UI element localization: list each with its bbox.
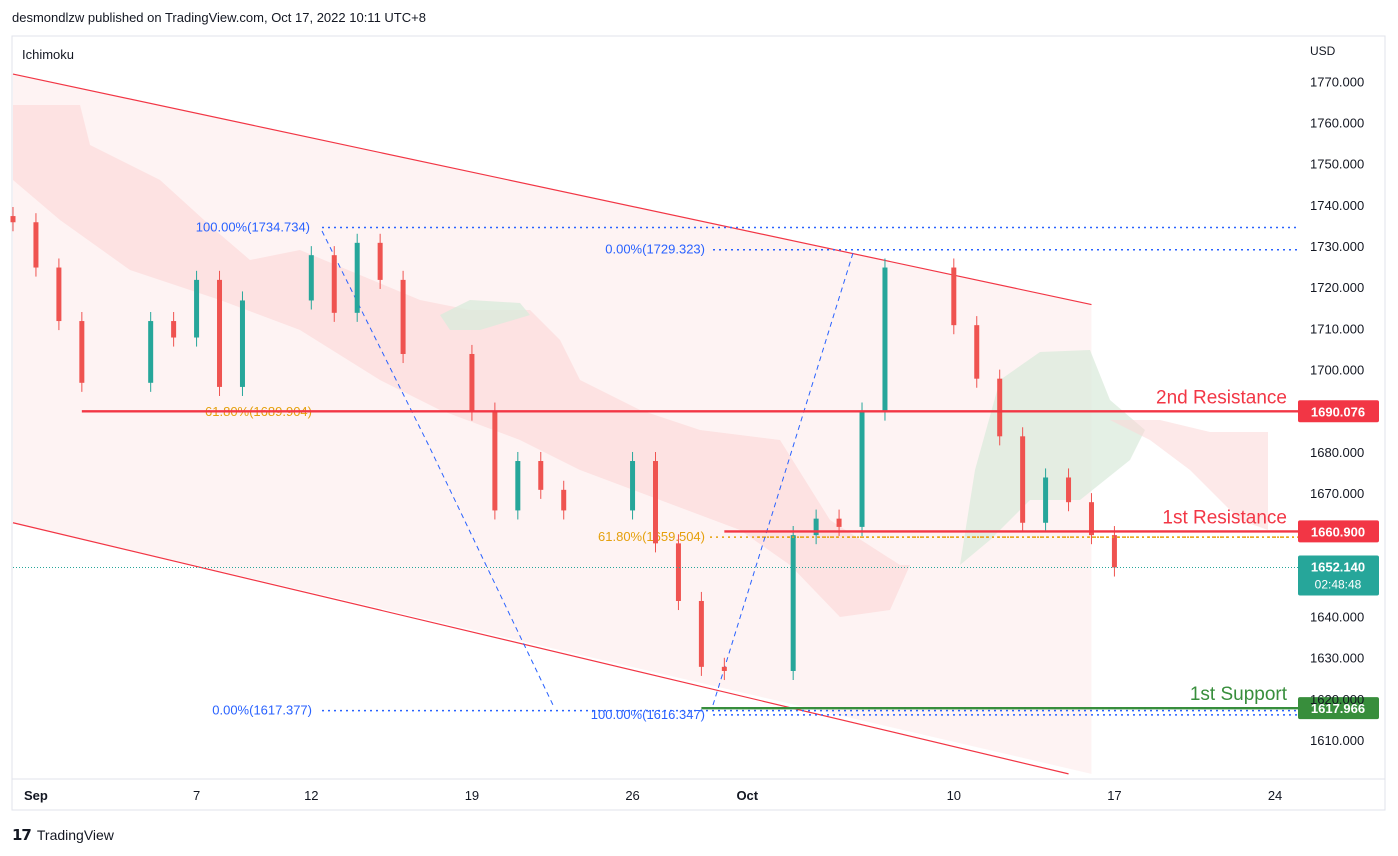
candle-body [538,461,544,490]
x-tick-label: 7 [193,788,200,803]
x-tick-label: 19 [465,788,479,803]
candle-body [217,279,223,387]
y-tick-label: 1710.000 [1310,321,1364,336]
candle-body [721,666,727,671]
price-tag-text: 1617.966 [1311,701,1365,716]
publisher-line: desmondlzw published on TradingView.com,… [12,10,426,25]
candle-body [813,518,819,536]
footer: 𝟭𝟳 TradingView [12,826,114,844]
chart-frame [11,35,1386,811]
ichimoku-cloud-bullish-oct [960,350,1145,565]
candle-body [859,411,865,527]
candle-body [836,518,842,527]
price-tag-text: 1690.076 [1311,404,1365,419]
fib-label: 61.80%(1659.504) [598,529,705,544]
candle-body [56,267,62,322]
candle-body [33,222,39,268]
x-tick-label: 17 [1107,788,1121,803]
footer-brand: TradingView [36,827,114,843]
price-tag [1298,697,1379,720]
candle-body [561,489,567,511]
x-tick-label: 12 [304,788,318,803]
fib-label: 100.00%(1616.347) [591,707,705,722]
ichimoku-cloud-bearish [13,105,910,617]
candle-body [194,279,200,338]
candle-body [1066,477,1072,503]
y-tick-label: 1610.000 [1310,733,1364,748]
candle-body [882,267,888,412]
candle-body [630,461,636,511]
candle-body [951,267,957,326]
candle-body [377,242,383,280]
y-tick-label: 1750.000 [1310,157,1364,172]
tradingview-logo-icon: 𝟭𝟳 [12,827,32,844]
candle-body [997,378,1003,437]
candle-body [1111,535,1117,568]
candle-body [1088,502,1094,536]
y-tick-label: 1700.000 [1310,362,1364,377]
candle-body [79,321,85,383]
level-label: 2nd Resistance [1156,387,1287,408]
last-price-text: 1652.140 [1311,559,1365,574]
price-tag [1298,400,1379,423]
candle-body [239,300,245,387]
x-tick-label: Oct [736,788,758,803]
ichimoku-cloud-bullish-sep [440,300,530,330]
fib-swing-down [321,230,554,706]
price-tag-text: 1660.900 [1311,524,1365,539]
candle-body [675,543,681,601]
candle-body [148,321,154,383]
price-tag [1298,520,1379,543]
fib-label: 100.00%(1734.734) [196,219,310,234]
candle-body [354,242,360,313]
y-tick-label: 1740.000 [1310,198,1364,213]
candle-body [1020,436,1026,523]
level-label: 1st Resistance [1162,507,1287,528]
ichimoku-cloud-bearish-future [1110,420,1268,530]
x-tick-label: 10 [947,788,961,803]
y-tick-label: 1720.000 [1310,280,1364,295]
y-tick-label: 1730.000 [1310,239,1364,254]
fib-label: 0.00%(1617.377) [212,703,312,718]
candle-body [790,535,796,671]
fib-label: 0.00%(1729.323) [605,242,705,257]
candle-body [308,255,314,301]
channel-lower-line [12,522,1069,775]
y-tick-label: 1620.000 [1310,692,1364,707]
last-price-tag [1298,555,1379,596]
candle-body [653,461,658,544]
y-tick-label: 1680.000 [1310,445,1364,460]
y-tick-label: 1630.000 [1310,651,1364,666]
fib-swing-up [712,252,854,706]
indicator-label: Ichimoku [22,47,74,62]
y-tick-label: 1640.000 [1310,609,1364,624]
y-tick-label: 1770.000 [1310,74,1364,89]
x-tick-label: 24 [1268,788,1282,803]
currency-label: USD [1310,44,1336,58]
candle-body [171,321,177,338]
x-tick-label: 26 [625,788,639,803]
level-label: 1st Support [1190,684,1288,705]
y-tick-label: 1670.000 [1310,486,1364,501]
candle-body [492,411,498,511]
candle-body [974,325,980,379]
channel-upper-line [12,73,1092,306]
candle-body [469,353,475,412]
candle-body [515,461,521,511]
countdown-text: 02:48:48 [1315,577,1362,591]
candle-body [1043,477,1049,523]
candle-body [698,600,704,667]
x-tick-label: Sep [24,788,48,803]
candle-body [10,216,16,223]
candle-body [331,255,337,313]
y-tick-label: 1760.000 [1310,115,1364,130]
candle-body [400,279,406,354]
